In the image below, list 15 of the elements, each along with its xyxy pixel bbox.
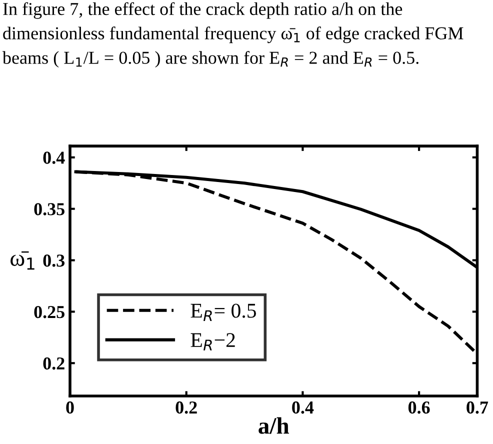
text: In figure 7, the effect of the crack depth ratio a/h on the dimensionless fundamental frequency ω̄$_{1}$ of edge cracked FGM beams ( L$_{1}$/L = 0.05 ) are shown for E$_{R}$ = 2 and E$_{R}$ = 0.5. <box>2 2 464 68</box>
y-tick-label: 0.3 <box>43 254 65 267</box>
y-tick-label: 0.35 <box>34 203 64 216</box>
x-tick-label: 0.2 <box>176 401 197 414</box>
y-tick-label: 0.25 <box>34 306 64 318</box>
x-tick-label: 0 <box>66 401 74 414</box>
legend-label: E$_{R}$= 0.5 <box>190 304 256 321</box>
x-tick-label: 0.6 <box>408 401 430 414</box>
legend-label: E$_{R}$−2 <box>190 333 235 350</box>
x-tick-label: 0.7 <box>466 401 488 414</box>
x-tick-label: 0.4 <box>292 401 314 414</box>
y-axis-title: ω̄$_{1}$ <box>10 251 34 270</box>
y-tick-label: 0.4 <box>43 152 65 164</box>
x-axis-title: a/h <box>258 417 290 434</box>
y-tick-label: 0.2 <box>43 357 64 370</box>
